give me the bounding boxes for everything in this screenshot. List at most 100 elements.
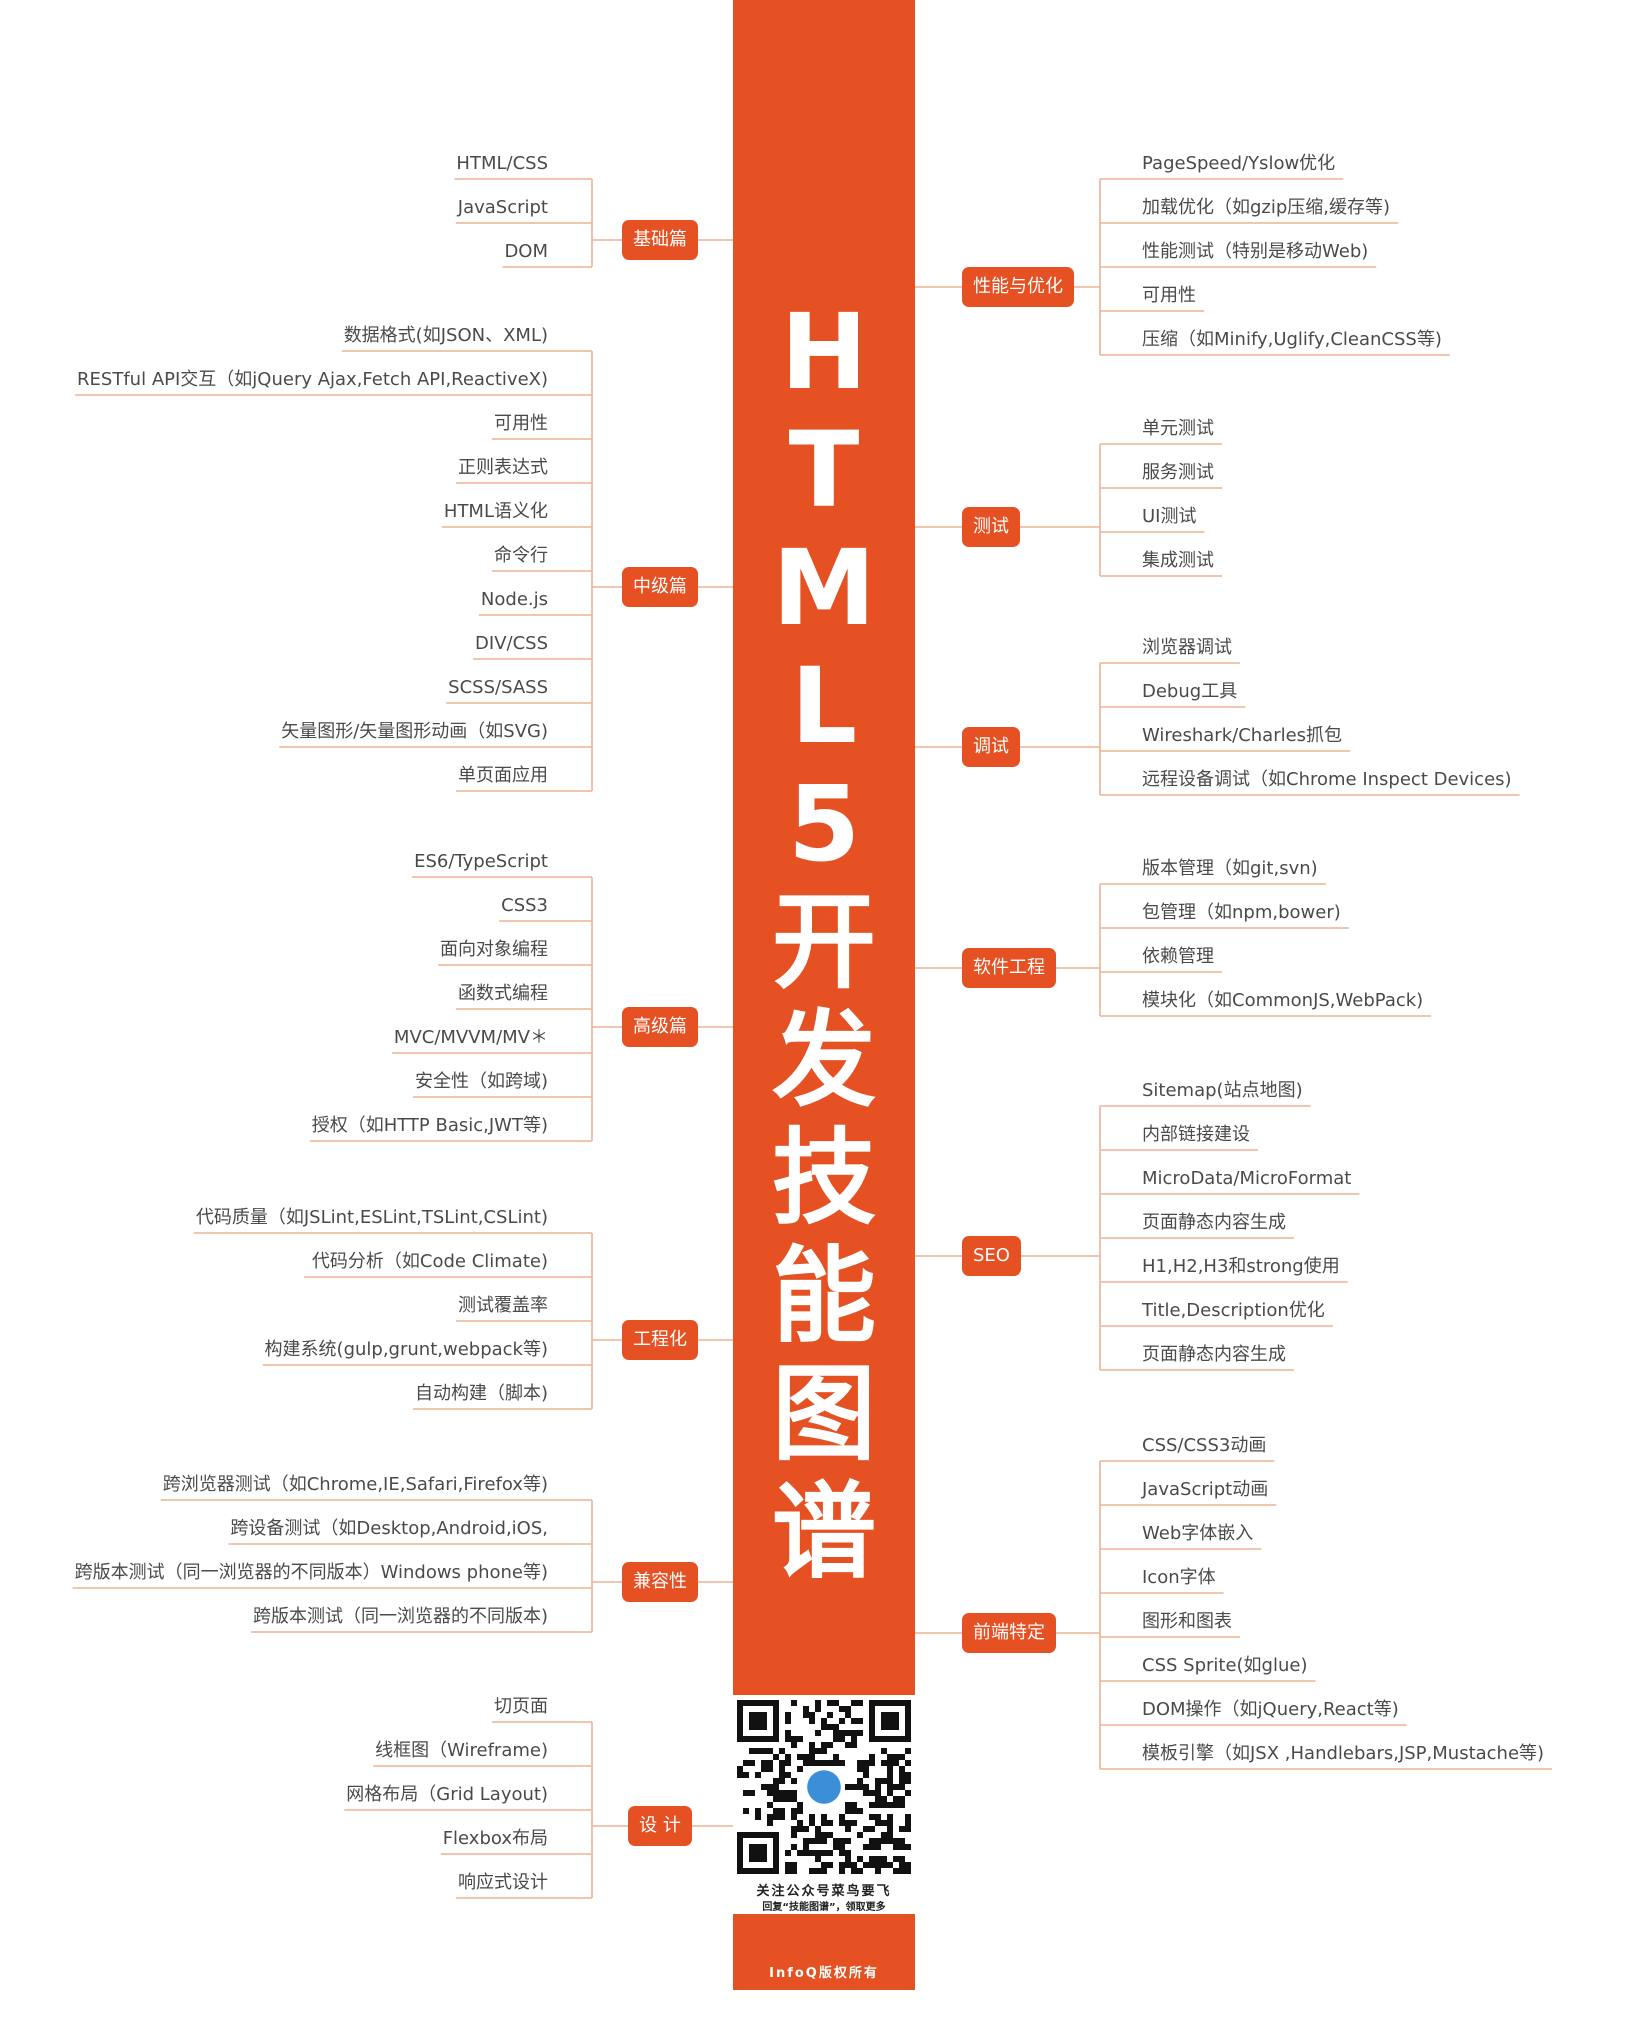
leaf-item: 图形和图表 [1142, 1611, 1232, 1632]
leaf-item: 数据格式(如JSON、XML) [343, 325, 548, 346]
leaf-item: 模块化（如CommonJS,WebPack) [1142, 990, 1424, 1011]
leaf-item: 函数式编程 [458, 983, 548, 1004]
title-char: 技 [771, 1117, 876, 1239]
qr-subcaption: 回复“技能图谱”，领取更多 [762, 1902, 886, 1913]
leaf-item: Node.js [480, 589, 548, 610]
leaf-item: 可用性 [494, 413, 548, 434]
leaf-item: CSS Sprite(如glue) [1142, 1655, 1308, 1676]
leaf-item: 构建系统(gulp,grunt,webpack等) [264, 1339, 548, 1360]
leaf-item: 线框图（Wireframe) [375, 1740, 548, 1761]
branch-node: 中级篇 [622, 567, 698, 607]
leaf-item: 跨设备测试（如Desktop,Android,iOS, [230, 1518, 548, 1539]
leaf-item: HTML/CSS [456, 153, 548, 174]
qr-code-image [737, 1700, 911, 1874]
leaf-item: 代码质量（如JSLint,ESLint,TSLint,CSLint) [195, 1207, 548, 1228]
title-char: 图 [771, 1353, 876, 1475]
qr-code-panel: 关注公众号菜鸟要飞 回复“技能图谱”，领取更多 [733, 1700, 915, 1914]
leaf-item: 压缩（如Minify,Uglify,CleanCSS等) [1142, 329, 1442, 350]
branch-node: 兼容性 [622, 1562, 698, 1602]
leaf-item: SCSS/SASS [448, 677, 548, 698]
leaf-item: 命令行 [494, 545, 548, 566]
leaf-item: 加载优化（如gzip压缩,缓存等) [1142, 197, 1391, 218]
branch-node: SEO [962, 1236, 1021, 1276]
title-char: T [788, 409, 860, 531]
leaf-item: 安全性（如跨域) [414, 1071, 548, 1092]
branch-node: 前端特定 [962, 1613, 1056, 1653]
leaf-item: UI测试 [1142, 506, 1197, 527]
leaf-item: 浏览器调试 [1142, 637, 1232, 658]
leaf-item: JavaScript [457, 197, 548, 218]
leaf-item: 版本管理（如git,svn) [1142, 858, 1318, 879]
leaf-item: 模板引擎（如JSX ,Handlebars,JSP,Mustache等) [1142, 1743, 1545, 1764]
branch-node: 工程化 [622, 1320, 698, 1360]
leaf-item: Sitemap(站点地图) [1142, 1080, 1303, 1101]
leaf-item: 远程设备调试（如Chrome Inspect Devices) [1142, 769, 1512, 790]
title-char: 能 [771, 1235, 876, 1357]
leaf-item: 代码分析（如Code Climate) [311, 1251, 548, 1272]
leaf-item: MicroData/MicroFormat [1142, 1168, 1352, 1189]
leaf-item: H1,H2,H3和strong使用 [1142, 1256, 1340, 1277]
leaf-item: 集成测试 [1142, 550, 1214, 571]
title-char: H [780, 291, 868, 413]
title-char: 5 [787, 763, 861, 885]
leaf-item: Title,Description优化 [1142, 1300, 1325, 1321]
leaf-item: 切页面 [494, 1696, 548, 1717]
leaf-item: DOM [504, 241, 548, 262]
leaf-item: HTML语义化 [443, 501, 548, 522]
branch-node: 软件工程 [962, 948, 1056, 988]
title-char: M [772, 527, 876, 649]
leaf-item: DOM操作（如jQuery,React等) [1142, 1699, 1399, 1720]
leaf-item: 单页面应用 [458, 765, 548, 786]
leaf-item: 单元测试 [1142, 418, 1214, 439]
leaf-item: 性能测试（特别是移动Web) [1142, 241, 1369, 262]
leaf-item: Icon字体 [1142, 1567, 1216, 1588]
leaf-item: 跨版本测试（同一浏览器的不同版本) [252, 1606, 548, 1627]
leaf-item: Wireshark/Charles抓包 [1142, 725, 1343, 746]
leaf-item: 矢量图形/矢量图形动画（如SVG) [281, 721, 548, 742]
leaf-item: MVC/MVVM/MV＊ [393, 1027, 548, 1048]
leaf-item: 可用性 [1142, 285, 1196, 306]
leaf-item: PageSpeed/Yslow优化 [1142, 153, 1336, 174]
leaf-item: RESTful API交互（如jQuery Ajax,Fetch API,Rea… [77, 369, 548, 390]
copyright-text: InfoQ版权所有 [769, 1966, 879, 1981]
qr-caption: 关注公众号菜鸟要飞 [756, 1884, 892, 1899]
leaf-item: CSS3 [501, 895, 548, 916]
leaf-item: 跨版本测试（同一浏览器的不同版本）Windows phone等) [74, 1562, 548, 1583]
leaf-item: ES6/TypeScript [414, 851, 548, 872]
title-char: L [790, 645, 858, 767]
leaf-item: 自动构建（脚本) [414, 1383, 548, 1404]
leaf-item: DIV/CSS [475, 633, 548, 654]
footer-bar: InfoQ版权所有 [733, 1914, 915, 1990]
title-char: 开 [771, 881, 876, 1003]
leaf-item: 面向对象编程 [440, 939, 548, 960]
leaf-item: 包管理（如npm,bower) [1142, 902, 1341, 923]
leaf-item: JavaScript动画 [1142, 1479, 1269, 1500]
branch-node: 基础篇 [622, 220, 698, 260]
leaf-item: 授权（如HTTP Basic,JWT等) [311, 1115, 548, 1136]
title-char: 谱 [771, 1471, 876, 1593]
title-spine [733, 0, 915, 1695]
leaf-item: 响应式设计 [458, 1872, 548, 1893]
title-char: 发 [771, 999, 876, 1121]
branch-node: 高级篇 [622, 1007, 698, 1047]
branch-node: 性能与优化 [962, 267, 1074, 307]
branch-node: 调试 [962, 727, 1020, 767]
leaf-item: 跨浏览器测试（如Chrome,IE,Safari,Firefox等) [162, 1474, 548, 1495]
leaf-item: 页面静态内容生成 [1142, 1212, 1286, 1233]
leaf-item: Flexbox布局 [442, 1828, 548, 1849]
leaf-item: Web字体嵌入 [1142, 1523, 1254, 1544]
leaf-item: 内部链接建设 [1142, 1124, 1250, 1145]
leaf-item: 测试覆盖率 [458, 1295, 548, 1316]
leaf-item: CSS/CSS3动画 [1142, 1435, 1267, 1456]
leaf-item: 正则表达式 [458, 457, 548, 478]
leaf-item: 网格布局（Grid Layout) [346, 1784, 548, 1805]
leaf-item: 依赖管理 [1142, 946, 1214, 967]
qr-logo-icon [807, 1770, 841, 1804]
leaf-item: 服务测试 [1142, 462, 1214, 483]
leaf-item: Debug工具 [1142, 681, 1238, 702]
leaf-item: 页面静态内容生成 [1142, 1344, 1286, 1365]
branch-node: 设 计 [628, 1806, 692, 1846]
branch-node: 测试 [962, 507, 1020, 547]
